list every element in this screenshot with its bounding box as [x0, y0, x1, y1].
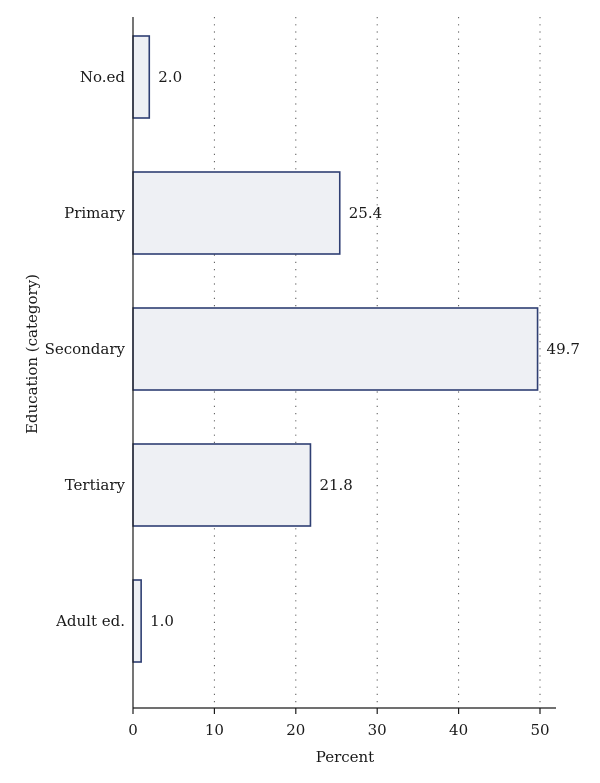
x-tick-label: 30	[368, 721, 387, 739]
category-label: Adult ed.	[55, 612, 125, 630]
y-axis-title: Education (category)	[23, 274, 41, 434]
x-tick-label: 10	[205, 721, 224, 739]
category-label: Tertiary	[65, 476, 126, 494]
value-label: 21.8	[319, 476, 352, 494]
x-tick-label: 50	[530, 721, 549, 739]
x-tick-label: 0	[128, 721, 138, 739]
x-axis-title: Percent	[316, 748, 374, 766]
category-label: No.ed	[80, 68, 126, 86]
category-labels: No.ed Primary Secondary Tertiary Adult ed.	[45, 68, 126, 630]
value-labels: 2.0 25.4 49.7 21.8 1.0	[150, 68, 580, 630]
bar	[132, 35, 151, 119]
category-label: Primary	[64, 204, 125, 222]
category-label: Secondary	[45, 340, 126, 358]
bar	[132, 307, 539, 391]
bar	[132, 579, 142, 663]
value-label: 2.0	[158, 68, 182, 86]
value-label: 49.7	[547, 340, 580, 358]
bar	[132, 171, 341, 255]
x-tick-label: 20	[286, 721, 305, 739]
value-label: 1.0	[150, 612, 174, 630]
x-tick-label: 40	[449, 721, 468, 739]
bars	[132, 35, 539, 663]
value-label: 25.4	[349, 204, 382, 222]
x-ticks: 0 10 20 30 40 50	[128, 708, 550, 739]
axes	[132, 17, 556, 709]
bar	[132, 443, 312, 527]
